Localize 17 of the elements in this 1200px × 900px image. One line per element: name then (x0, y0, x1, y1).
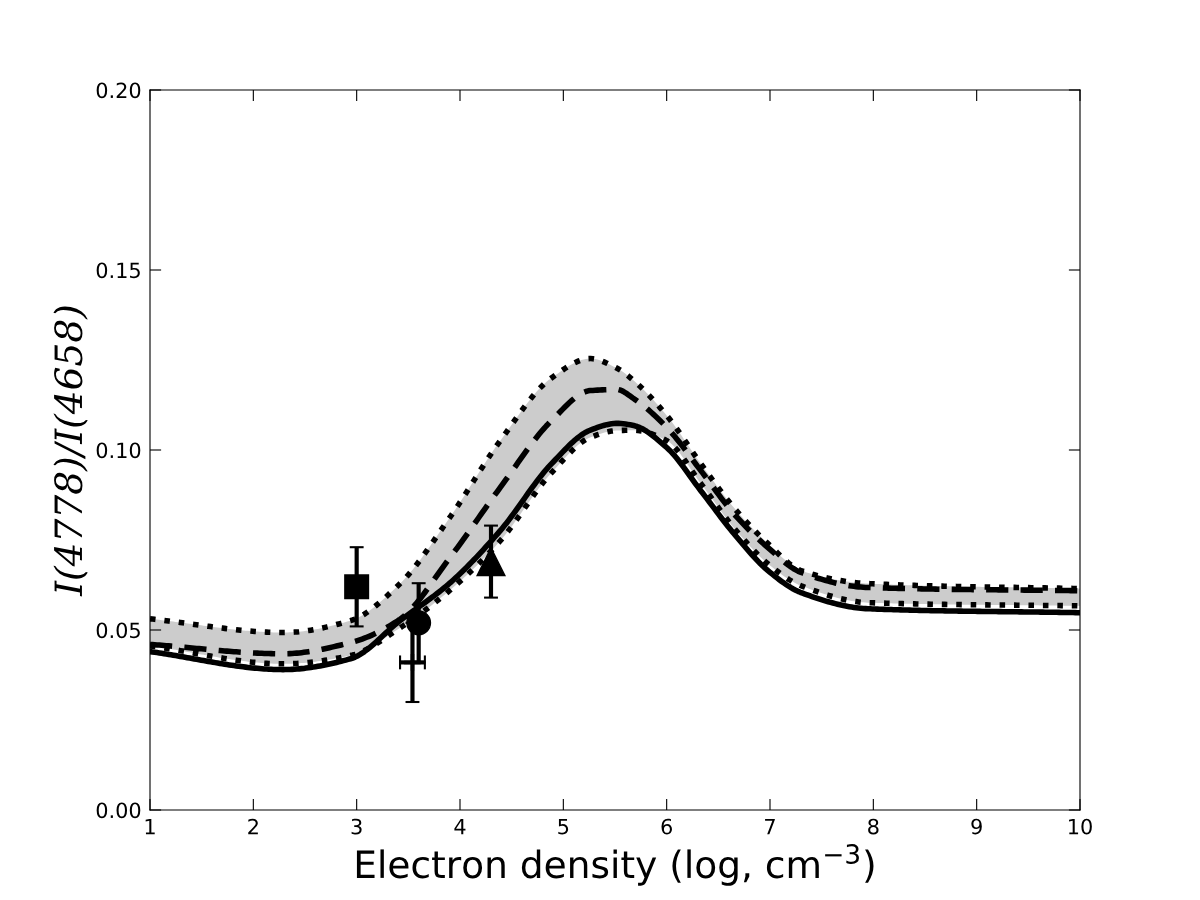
x-tick-label: 7 (765, 818, 775, 835)
x-tick-label: 6 (661, 818, 672, 835)
y-tick-label: 0.00 (96, 802, 141, 819)
x-tick-label: 5 (558, 818, 569, 835)
x-tick-label: 4 (454, 818, 466, 835)
x-tick-label: 10 (1069, 818, 1092, 835)
x-axis-title: Electron density (log, cm$^{−3}$) (356, 844, 874, 886)
x-tick-label: 1 (145, 818, 155, 835)
x-tick-label: 9 (971, 818, 982, 835)
y-axis-title: I(4778)/I(4658) (53, 306, 88, 597)
x-tick-label: 2 (248, 818, 258, 835)
x-tick-label: 3 (351, 818, 362, 835)
x-tick-label: 8 (868, 818, 879, 835)
y-tick-label: 0.10 (96, 442, 141, 459)
y-tick-label: 0.20 (96, 82, 141, 99)
y-tick-label: 0.15 (96, 262, 140, 279)
y-tick-label: 0.05 (96, 622, 140, 639)
